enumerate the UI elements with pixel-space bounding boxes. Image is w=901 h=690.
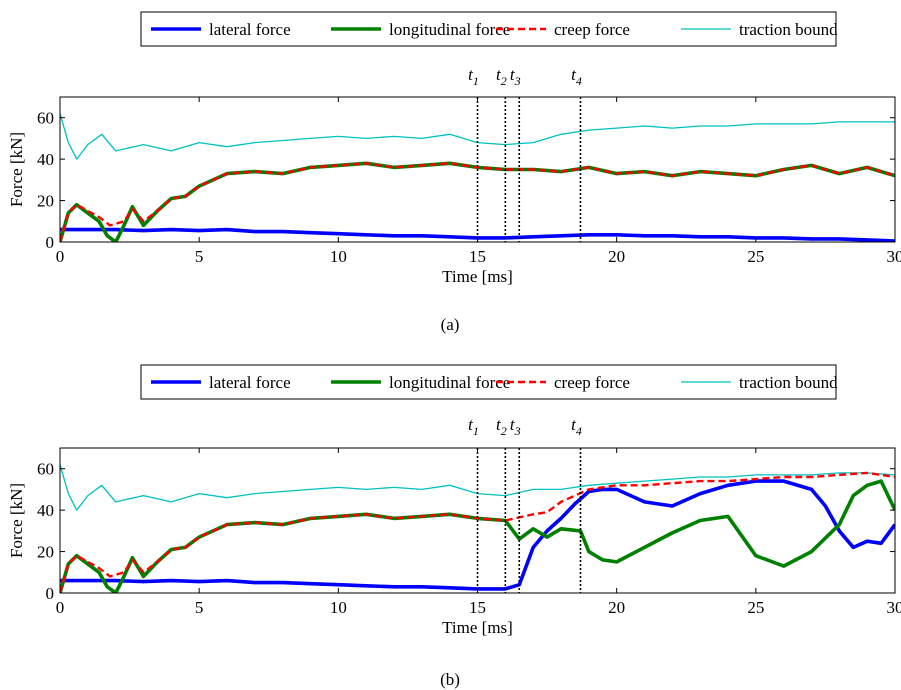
- series-line-traction-bound: [60, 464, 895, 511]
- x-tick-label: 15: [469, 598, 486, 617]
- x-tick-label: 15: [469, 247, 486, 266]
- y-tick-label: 40: [37, 150, 54, 169]
- x-tick-label: 25: [747, 598, 764, 617]
- y-tick-label: 0: [46, 233, 55, 252]
- legend: lateral force longitudinal force creep for…: [140, 11, 838, 47]
- y-tick-label: 60: [37, 109, 54, 128]
- marker-label-t3: t3: [510, 415, 521, 438]
- x-tick-label: 5: [195, 247, 204, 266]
- marker-label-t2: t2: [496, 65, 507, 88]
- x-tick-label: 25: [747, 247, 764, 266]
- marker-label-t3: t3: [510, 65, 521, 88]
- x-axis-label: Time [ms]: [442, 618, 513, 637]
- x-tick-label: 5: [195, 598, 204, 617]
- chart-panel-a: t1 t2 t3 t4 0 5 10 15 20 25 30 0 20 40 60 Time [ms] Forc…: [7, 11, 901, 334]
- y-axis-label: Force [kN]: [7, 483, 26, 558]
- x-axis-label: Time [ms]: [442, 267, 513, 286]
- x-tick-label: 10: [330, 598, 347, 617]
- panel-caption: (b): [440, 670, 460, 689]
- series-line-traction-bound: [60, 113, 895, 160]
- y-axis-label: Force [kN]: [7, 132, 26, 207]
- panel-caption: (a): [441, 315, 460, 334]
- y-tick-label: 60: [37, 460, 54, 479]
- x-tick-label: 0: [56, 247, 65, 266]
- y-tick-label: 20: [37, 192, 54, 211]
- series-line-creep-force: [60, 162, 895, 242]
- legend-label-traction-bound: traction bound: [739, 20, 838, 39]
- legend-label-traction-bound: traction bound: [739, 373, 838, 392]
- legend-label-lateral-force: lateral force: [209, 20, 291, 39]
- series-line-creep-force: [60, 471, 895, 593]
- y-tick-label: 0: [46, 584, 55, 603]
- marker-label-t1: t1: [468, 65, 479, 88]
- x-tick-label: 0: [56, 598, 65, 617]
- x-tick-label: 30: [887, 598, 901, 617]
- legend-label-lateral-force: lateral force: [209, 373, 291, 392]
- x-tick-label: 10: [330, 247, 347, 266]
- legend-label-longitudinal-force: longitudinal force: [389, 20, 510, 39]
- chart-panel-b: t1 t2 t3 t4 0 5 10 15 20 25 30 0 20 40 60 Time [ms] Forc…: [7, 364, 901, 689]
- legend-label-creep-force: creep force: [554, 20, 630, 39]
- y-tick-label: 40: [37, 501, 54, 520]
- y-tick-label: 20: [37, 543, 54, 562]
- marker-label-t1: t1: [468, 415, 479, 438]
- x-tick-label: 20: [608, 247, 625, 266]
- marker-label-t4: t4: [571, 415, 582, 438]
- legend-label-longitudinal-force: longitudinal force: [389, 373, 510, 392]
- x-tick-label: 30: [887, 247, 901, 266]
- legend: lateral force longitudinal force creep for…: [140, 364, 838, 400]
- marker-label-t2: t2: [496, 415, 507, 438]
- x-tick-label: 20: [608, 598, 625, 617]
- legend-label-creep-force: creep force: [554, 373, 630, 392]
- series-line-lateral-force: [60, 479, 895, 591]
- marker-label-t4: t4: [571, 65, 582, 88]
